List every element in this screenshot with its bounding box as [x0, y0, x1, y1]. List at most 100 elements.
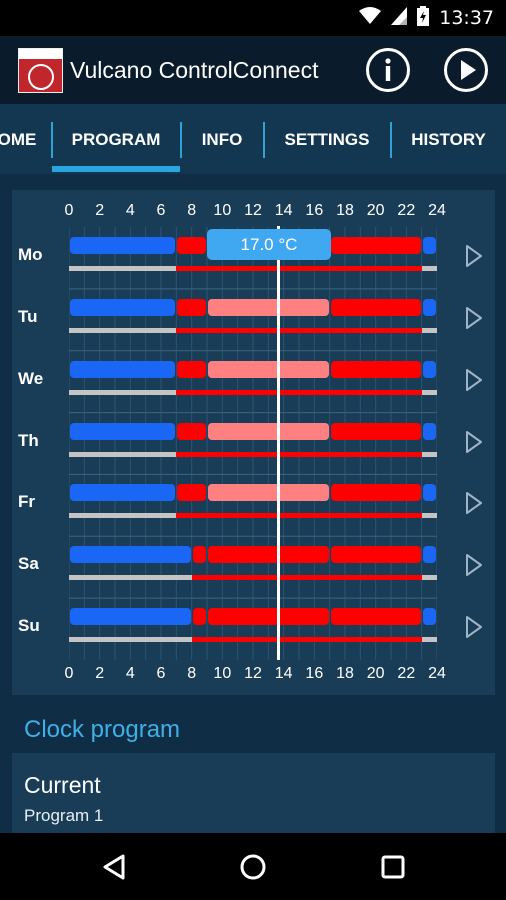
schedule-segment-cold[interactable]	[422, 422, 436, 440]
info-button[interactable]	[366, 48, 410, 92]
schedule-segment-comfort[interactable]	[330, 546, 421, 564]
heating-indicator-on	[176, 266, 422, 271]
schedule-segment-eco[interactable]	[208, 298, 329, 316]
heating-indicator-off	[421, 266, 437, 271]
schedule-segment-comfort[interactable]	[330, 608, 421, 626]
day-label: Sa	[18, 554, 39, 574]
bottom-hour-label: 14	[274, 665, 293, 682]
schedule-segment-comfort[interactable]	[177, 484, 206, 502]
heating-indicator-off	[421, 389, 437, 395]
status-bar: 13:37	[0, 0, 506, 36]
top-hour-label: 12	[244, 202, 262, 219]
day-label: We	[18, 368, 44, 388]
schedule-grid	[69, 227, 437, 660]
recents-icon[interactable]	[378, 852, 408, 882]
info-icon	[385, 58, 391, 81]
schedule-segment-cold[interactable]	[422, 608, 436, 626]
heating-indicator-off	[69, 637, 192, 643]
bottom-hour-label: 20	[366, 665, 385, 682]
heating-indicator-off	[69, 389, 177, 395]
day-label: Fr	[18, 492, 35, 512]
tab-home[interactable]: OME	[0, 130, 37, 149]
bottom-hour-label: 2	[95, 665, 105, 682]
day-play-icon[interactable]	[464, 368, 484, 392]
day-play-icon[interactable]	[464, 553, 484, 577]
schedule-segment-comfort[interactable]	[330, 422, 421, 440]
tab-bar: OME PROGRAM INFO SETTINGS HISTORY	[0, 104, 506, 174]
schedule-segment-eco[interactable]	[208, 422, 329, 440]
day-label: Su	[18, 616, 40, 636]
heating-indicator-off	[421, 637, 437, 643]
bottom-hour-label: 16	[305, 665, 324, 682]
schedule-segment-cold[interactable]	[422, 298, 436, 316]
schedule-segment-cold[interactable]	[70, 422, 176, 440]
schedule-segment-comfort[interactable]	[177, 298, 206, 316]
temperature-tooltip: 17.0 °C	[207, 229, 331, 260]
schedule-segment-eco[interactable]	[208, 484, 329, 502]
top-hour-label: 8	[187, 202, 197, 219]
heating-indicator-off	[421, 513, 437, 519]
app-bar: Vulcano ControlConnect	[0, 36, 506, 104]
bottom-hour-label: 0	[64, 665, 74, 682]
schedule-segment-comfort[interactable]	[330, 237, 421, 254]
top-hour-label: 24	[428, 202, 446, 219]
heating-indicator-off	[69, 575, 192, 581]
schedule-segment-cold[interactable]	[70, 298, 176, 316]
heating-indicator-off	[421, 575, 437, 581]
top-hour-label: 14	[274, 202, 293, 219]
tab-info[interactable]: INFO	[201, 130, 243, 149]
start-button[interactable]	[444, 48, 488, 92]
schedule-segment-comfort[interactable]	[177, 360, 206, 378]
back-icon[interactable]	[99, 852, 129, 882]
day-play-icon[interactable]	[464, 615, 484, 639]
schedule-segment-comfort[interactable]	[208, 546, 329, 564]
day-label: Th	[18, 430, 39, 450]
day-label: Mo	[18, 245, 43, 264]
tab-settings[interactable]: SETTINGS	[284, 130, 370, 149]
schedule-segment-cold[interactable]	[70, 237, 176, 254]
schedule-segment-cold[interactable]	[70, 546, 191, 564]
bottom-hour-label: 24	[428, 665, 446, 682]
schedule-segment-comfort[interactable]	[177, 237, 206, 254]
schedule-segment-comfort[interactable]	[330, 360, 421, 378]
schedule-segment-cold[interactable]	[422, 360, 436, 378]
grid-lines	[69, 227, 437, 660]
current-program-card[interactable]	[12, 753, 495, 833]
bottom-hour-label: 12	[244, 665, 262, 682]
heating-indicator-off	[421, 327, 437, 333]
schedule-segment-comfort[interactable]	[330, 484, 421, 502]
day-play-icon[interactable]	[464, 244, 484, 268]
navigation-bar	[0, 833, 506, 900]
day-play-icon[interactable]	[464, 491, 484, 515]
tab-program[interactable]: PROGRAM	[71, 130, 161, 149]
status-clock: 13:37	[439, 7, 494, 29]
schedule-segment-cold[interactable]	[422, 546, 436, 564]
schedule-segment-cold[interactable]	[70, 360, 176, 378]
schedule-segment-cold[interactable]	[422, 484, 436, 502]
current-time-line	[277, 226, 280, 660]
schedule-segment-cold[interactable]	[70, 484, 176, 502]
heating-indicator-on	[176, 451, 422, 457]
wifi-icon	[359, 6, 382, 30]
top-hour-label: 6	[156, 202, 166, 219]
bottom-hour-label: 10	[213, 665, 232, 682]
bottom-hour-label: 8	[187, 665, 197, 682]
schedule-segment-cold[interactable]	[422, 237, 436, 254]
schedule-segment-eco[interactable]	[208, 360, 329, 378]
schedule-segment-comfort[interactable]	[177, 422, 206, 440]
schedule-segment-comfort[interactable]	[208, 608, 329, 626]
bottom-hour-label: 18	[336, 665, 354, 682]
tab-history[interactable]: HISTORY	[411, 130, 486, 149]
schedule-segment-cold[interactable]	[70, 608, 191, 626]
top-hour-label: 2	[95, 202, 105, 219]
home-icon[interactable]	[238, 852, 268, 882]
schedule-segment-comfort[interactable]	[192, 608, 206, 626]
heating-indicator-off	[69, 327, 177, 333]
day-play-icon[interactable]	[464, 430, 484, 454]
heating-indicator-on	[191, 575, 422, 581]
schedule-segment-comfort[interactable]	[330, 298, 421, 316]
schedule-segment-comfort[interactable]	[192, 546, 206, 564]
day-play-icon[interactable]	[464, 306, 484, 330]
play-icon	[461, 60, 476, 80]
heating-indicator-off	[69, 451, 177, 457]
